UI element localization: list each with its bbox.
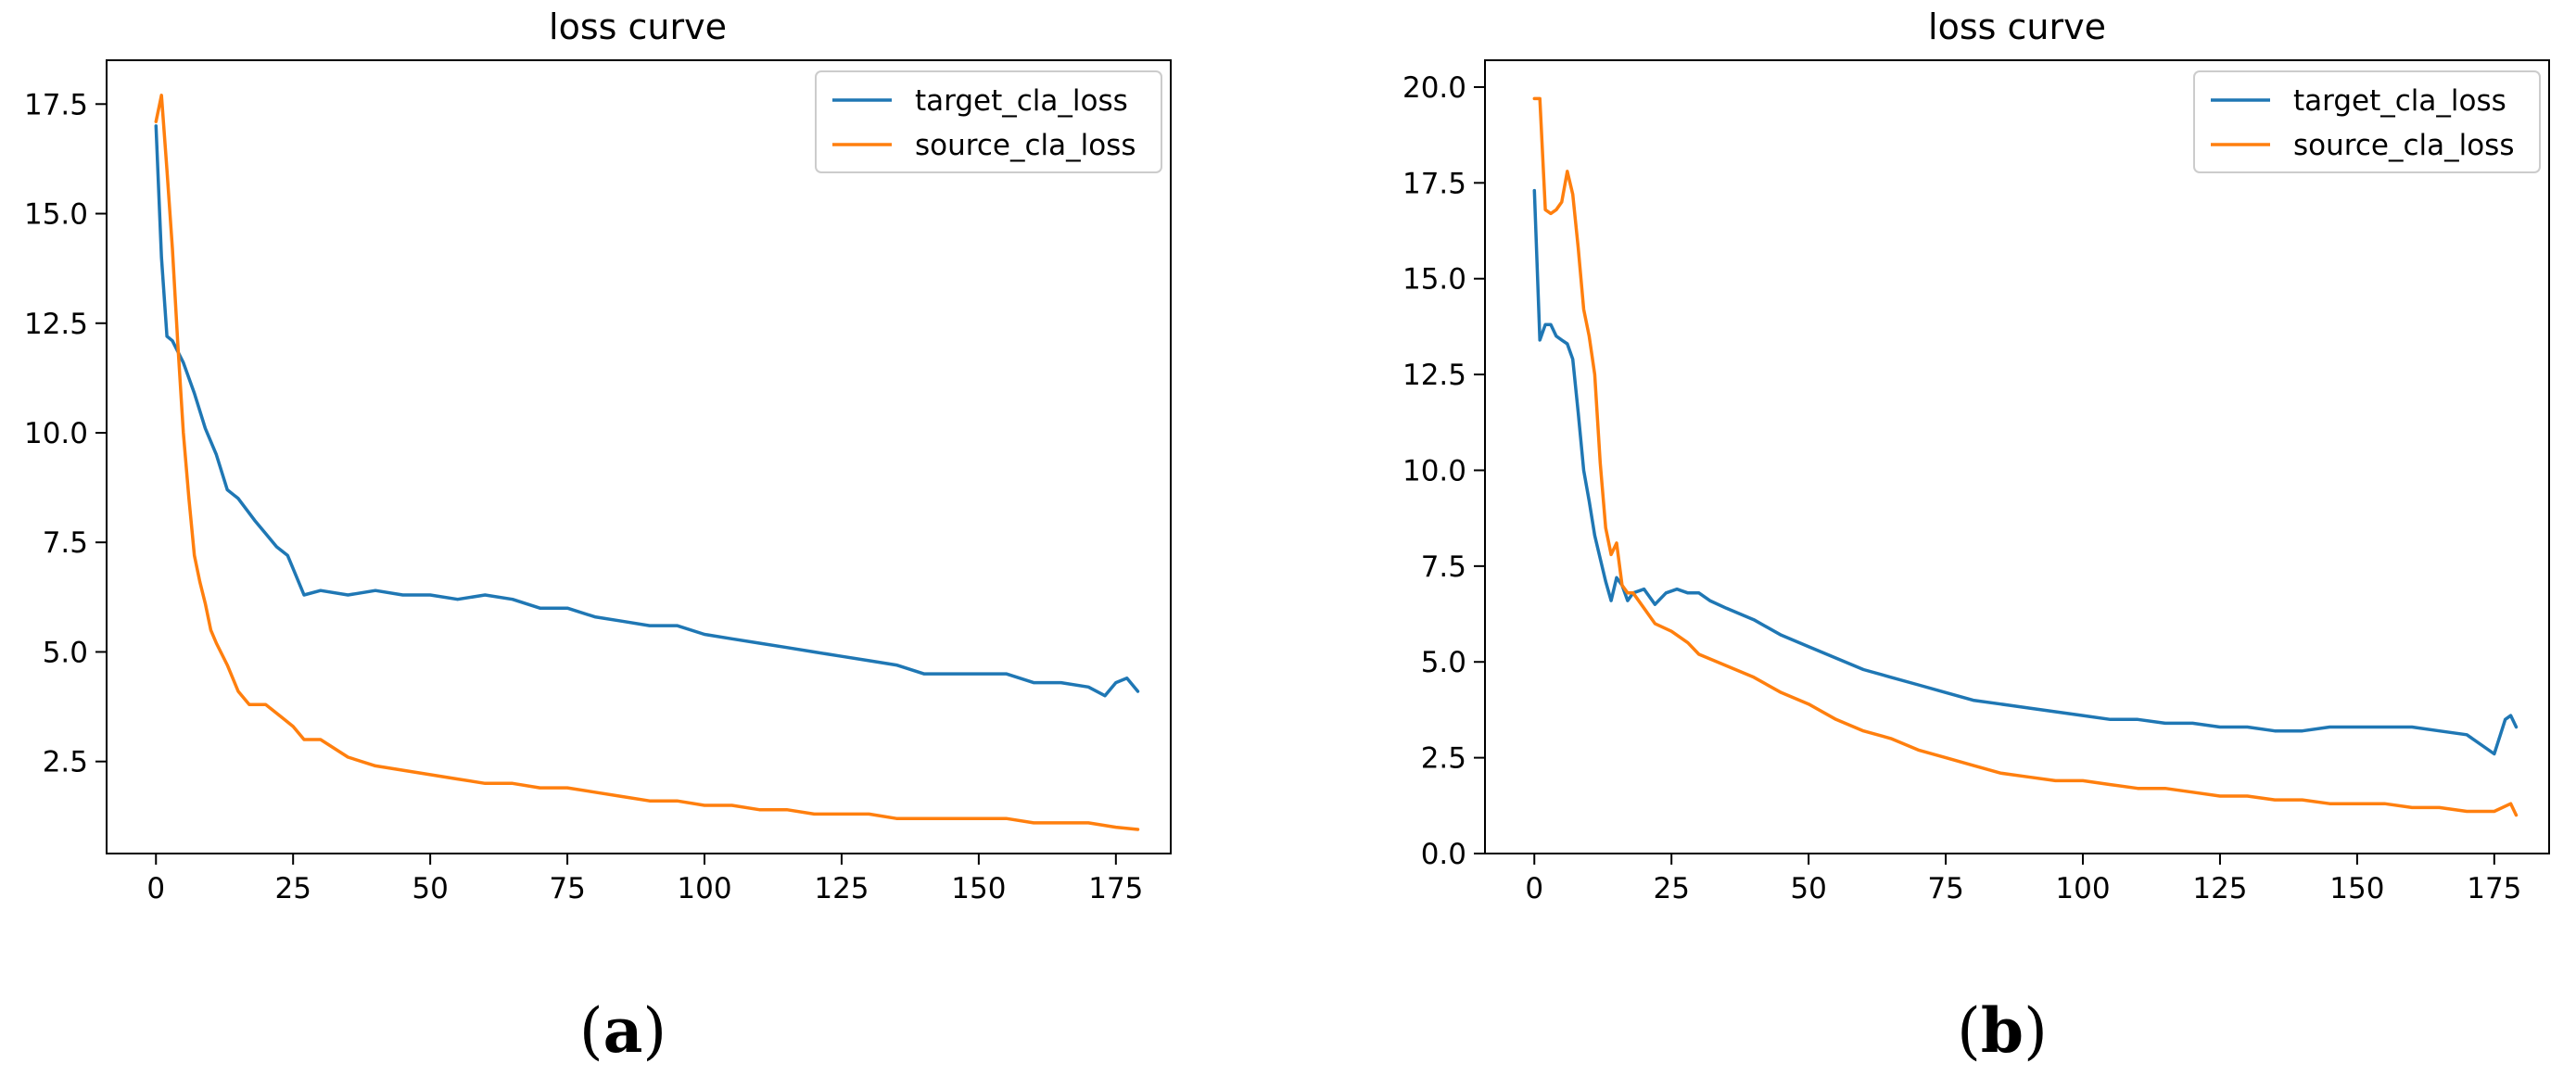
chart-a-x-tick-label: 0: [146, 872, 165, 905]
chart-a-x-tick-label: 75: [549, 872, 585, 905]
chart-a-title: loss curve: [549, 6, 727, 47]
chart-b-legend-source-label: source_cla_loss: [2293, 129, 2514, 162]
chart-b-panel-label: (b): [1957, 994, 2048, 1067]
chart-a-plot-area: 0 25 50 75 100 125 150 175 2.5 5.0 7.5 10.0 12.5 15.0…: [24, 88, 1143, 905]
chart-b-x-tick-label: 50: [1790, 872, 1826, 905]
chart-b-frame: [1484, 59, 2550, 854]
chart-b-legend-box: [2193, 70, 2541, 173]
chart-b-y-tick-label: 10.0: [1402, 454, 1466, 487]
chart-b-x-tick-label: 100: [2055, 872, 2110, 905]
chart-b-y-tick-label: 2.5: [1421, 742, 1466, 776]
chart-a-frame: [106, 59, 1172, 854]
chart-a-y-tick-label: 2.5: [43, 746, 88, 779]
chart-b-y-tick-label: 0.0: [1421, 838, 1466, 871]
chart-b-x-tick-label: 75: [1927, 872, 1963, 905]
chart-a-y-tick-label: 5.0: [43, 636, 88, 669]
chart-b-y-tick-label: 5.0: [1421, 646, 1466, 679]
chart-a-legend-target-label: target_cla_loss: [915, 84, 1128, 118]
chart-b-y-tick-label: 15.0: [1402, 263, 1466, 297]
chart-a-y-tick-label: 7.5: [43, 526, 88, 560]
chart-b-y-tick-label: 20.0: [1402, 71, 1466, 105]
chart-b-title: loss curve: [1928, 6, 2106, 47]
chart-a-x-tick-label: 50: [412, 872, 448, 905]
chart-a-y-tick-label: 15.0: [24, 198, 88, 232]
chart-a-x-tick-label: 175: [1088, 872, 1143, 905]
chart-b-y-tick-label: 12.5: [1402, 359, 1466, 392]
chart-b-legend-target-label: target_cla_loss: [2293, 84, 2506, 118]
chart-b-plot-area: 0 25 50 75 100 125 150 175 0.0 2.5 5.0 7.5 10.0 12.5 1…: [1402, 71, 2521, 905]
chart-a-legend: target_cla_loss source_cla_loss: [815, 70, 1162, 173]
chart-b-x-tick-label: 25: [1653, 872, 1689, 905]
chart-a-panel-label: (a): [579, 994, 666, 1067]
chart-a: loss curve 0 25 50 75 100 125 150 175 2.5 5.0 7.5 1…: [24, 6, 1172, 1067]
chart-b-y-tick-label: 17.5: [1402, 167, 1466, 200]
chart-a-x-tick-label: 100: [677, 872, 731, 905]
chart-b-series-source-cla-loss: [1532, 96, 2519, 817]
chart-b-x-tick-label: 150: [2329, 872, 2384, 905]
chart-a-x-tick-label: 25: [274, 872, 311, 905]
chart-b-x-tick-label: 175: [2467, 872, 2521, 905]
chart-b-legend: target_cla_loss source_cla_loss: [2193, 70, 2541, 173]
chart-b-x-tick-label: 0: [1525, 872, 1543, 905]
chart-a-x-tick-label: 150: [951, 872, 1006, 905]
chart-a-y-tick-label: 10.0: [24, 417, 88, 450]
chart-a-series-source-cla-loss: [154, 94, 1140, 831]
chart-b-series-target-cla-loss: [1532, 188, 2519, 756]
chart-b-y-tick-label: 7.5: [1421, 550, 1466, 584]
chart-b-x-tick-label: 125: [2192, 872, 2247, 905]
chart-a-legend-source-label: source_cla_loss: [915, 129, 1136, 162]
chart-a-y-tick-label: 17.5: [24, 88, 88, 121]
chart-a-x-tick-label: 125: [814, 872, 869, 905]
chart-a-y-tick-label: 12.5: [24, 308, 88, 341]
chart-b: loss curve 0 25 50 75 100 125 150 175 0.0 2.5 5.0 7…: [1402, 6, 2550, 1067]
chart-a-series-target-cla-loss: [154, 124, 1140, 698]
chart-a-legend-box: [815, 70, 1162, 173]
